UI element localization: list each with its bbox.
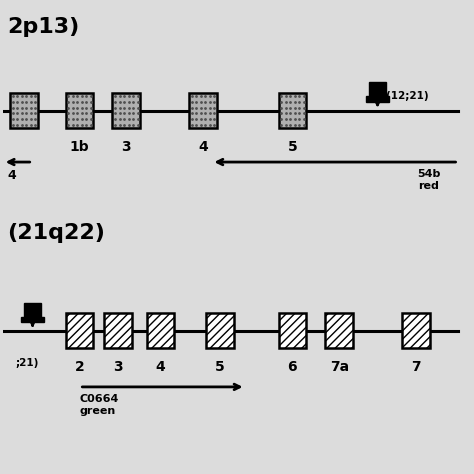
Text: t(12;21): t(12;21) bbox=[382, 91, 429, 101]
Bar bbox=[104, 313, 132, 348]
Text: 2: 2 bbox=[74, 360, 84, 374]
Text: 54b
red: 54b red bbox=[417, 169, 440, 191]
Text: 5: 5 bbox=[215, 360, 225, 374]
Bar bbox=[65, 313, 93, 348]
Text: 3: 3 bbox=[121, 140, 131, 154]
Text: 5: 5 bbox=[288, 140, 297, 154]
Text: (21q22): (21q22) bbox=[7, 223, 105, 243]
Text: 4: 4 bbox=[7, 169, 16, 182]
Bar bbox=[21, 317, 44, 322]
Text: C0664
green: C0664 green bbox=[80, 394, 119, 416]
Bar bbox=[112, 93, 140, 128]
Text: 1b: 1b bbox=[70, 140, 89, 154]
Text: 6: 6 bbox=[288, 360, 297, 374]
Text: ;21): ;21) bbox=[16, 357, 39, 368]
Bar bbox=[369, 82, 386, 99]
Bar bbox=[206, 313, 234, 348]
Bar bbox=[366, 97, 389, 102]
Text: 3: 3 bbox=[113, 360, 123, 374]
Text: 2p13): 2p13) bbox=[7, 17, 79, 37]
Text: 7a: 7a bbox=[329, 360, 349, 374]
Bar bbox=[279, 313, 306, 348]
Bar bbox=[10, 93, 38, 128]
Bar bbox=[146, 313, 174, 348]
Bar bbox=[65, 93, 93, 128]
Text: 7: 7 bbox=[411, 360, 420, 374]
Bar bbox=[189, 93, 217, 128]
Bar bbox=[325, 313, 353, 348]
Bar bbox=[279, 93, 306, 128]
Bar bbox=[25, 302, 41, 319]
Text: 4: 4 bbox=[155, 360, 165, 374]
Text: 4: 4 bbox=[198, 140, 208, 154]
Bar bbox=[402, 313, 430, 348]
